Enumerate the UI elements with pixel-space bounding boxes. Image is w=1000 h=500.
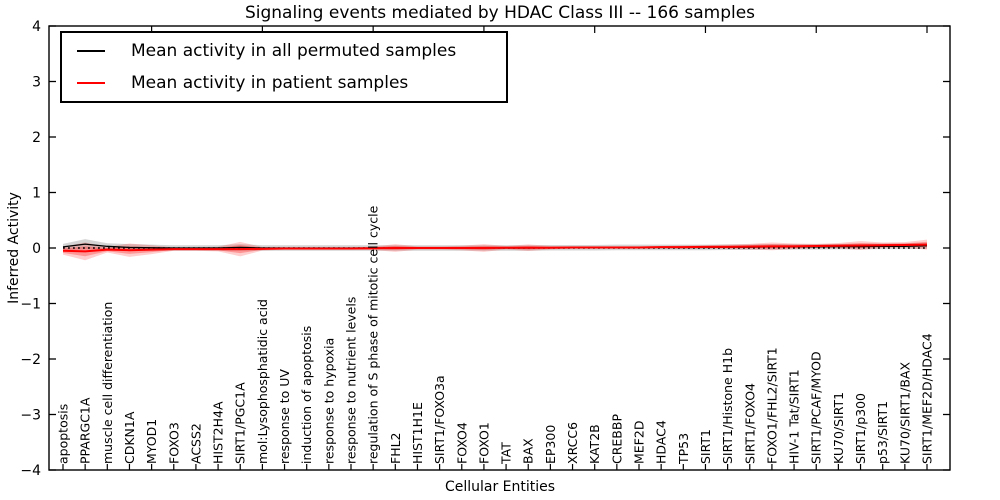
y-tick-label: 3 (32, 75, 41, 91)
x-tick-label: MEF2D (632, 421, 647, 464)
patient-band-outer (63, 239, 927, 261)
x-tick-label: muscle cell differentiation (100, 302, 115, 464)
x-tick-label: KU70/SIRT1/BAX (897, 362, 912, 464)
x-tick-label: SIRT1/PGC1A (233, 382, 248, 464)
x-tick-label: HIST1H1E (410, 402, 425, 464)
x-tick-label: XRCC6 (565, 422, 580, 464)
x-tick-label: FOXO3 (166, 422, 181, 464)
x-tick-label: regulation of S phase of mitotic cell cy… (366, 205, 381, 464)
patient-band-inner (63, 241, 927, 257)
y-tick-label: 4 (32, 19, 41, 35)
x-tick-label: KU70/SIRT1 (831, 392, 846, 464)
legend-entry-permuted-samples: Mean activity in all permuted samples (62, 37, 506, 65)
x-tick-label: response to UV (277, 369, 292, 464)
x-tick-label: TP53 (676, 433, 691, 465)
x-tick-label: MYOD1 (144, 419, 159, 464)
x-tick-label: FOXO1/FHL2/SIRT1 (764, 347, 779, 464)
x-tick-label: BAX (521, 438, 536, 464)
x-tick-label: response to hypoxia (321, 338, 336, 464)
x-tick-label: HDAC4 (654, 420, 669, 464)
y-tick-label: −2 (20, 352, 41, 368)
legend-entry-patient-samples: Mean activity in patient samples (62, 69, 506, 97)
x-tick-label: apoptosis (56, 404, 71, 464)
x-tick-label: mol:Lysophosphatidic acid (255, 299, 270, 464)
x-tick-label: SIRT1/FOXO3a (432, 375, 447, 464)
x-tick-label: SIRT1 (698, 429, 713, 464)
legend-label-permuted-samples: Mean activity in all permuted samples (131, 41, 457, 61)
x-tick-label: CREBBP (609, 414, 624, 464)
legend-line-red (77, 82, 105, 84)
x-tick-label: TAT (499, 442, 514, 465)
x-tick-label: response to nutrient levels (344, 297, 359, 464)
x-tick-label: CDKN1A (122, 411, 137, 464)
x-tick-label: SIRT1/MEF2D/HDAC4 (920, 333, 935, 464)
y-tick-label: 1 (32, 186, 41, 202)
legend-label-patient-samples: Mean activity in patient samples (131, 73, 409, 93)
y-tick-label: 2 (32, 130, 41, 146)
x-tick-label: HIST2H4A (211, 401, 226, 464)
legend-line-black (77, 50, 105, 52)
x-tick-label: FOXO1 (476, 422, 491, 464)
x-tick-label: PPARGC1A (78, 397, 93, 464)
legend: Mean activity in all permuted samples Me… (60, 31, 508, 103)
y-tick-label: 0 (32, 241, 41, 257)
x-tick-label: induction of apoptosis (299, 326, 314, 464)
x-tick-label: SIRT1/PCAF/MYOD (809, 351, 824, 464)
y-tick-label: −1 (20, 297, 41, 313)
x-tick-label: HIV-1 Tat/SIRT1 (787, 369, 802, 464)
x-axis-label: Cellular Entities (444, 479, 556, 495)
x-tick-label: SIRT1/p300 (853, 393, 868, 464)
x-tick-label: SIRT1/FOXO4 (742, 383, 757, 464)
x-tick-label: FOXO4 (454, 422, 469, 464)
y-tick-label: −4 (20, 463, 41, 479)
x-tick-label: FHL2 (388, 432, 403, 464)
x-tick-label: ACSS2 (188, 423, 203, 464)
x-tick-label: EP300 (543, 425, 558, 464)
x-tick-label: SIRT1/Histone H1b (720, 348, 735, 464)
x-tick-label: p53/SIRT1 (875, 401, 890, 464)
y-tick-label: −3 (20, 408, 41, 424)
patient-mean-line (62, 243, 928, 253)
chart-title: Signaling events mediated by HDAC Class … (244, 3, 756, 23)
x-tick-label: KAT2B (587, 424, 602, 464)
